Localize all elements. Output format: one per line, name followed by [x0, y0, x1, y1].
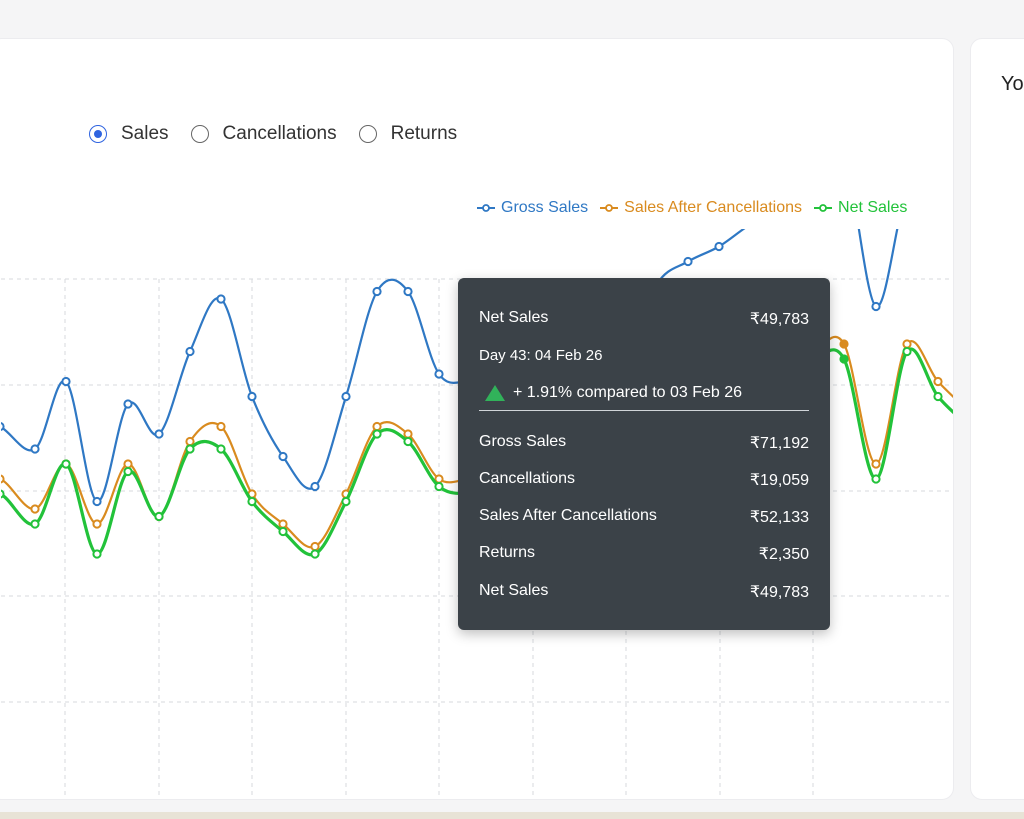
metric-radio-group: Sales Cancellations Returns — [89, 123, 479, 145]
bottom-bar — [0, 812, 1024, 819]
tooltip-row-label: Returns — [479, 544, 536, 561]
tooltip-header-label: Net Sales — [479, 309, 549, 326]
tooltip-row-returns: Returns ₹2,350 — [479, 544, 809, 564]
data-point[interactable] — [403, 429, 413, 439]
data-point[interactable] — [61, 459, 71, 469]
radio-cancellations[interactable]: Cancellations — [190, 123, 337, 145]
chart-legend: Gross Sales Sales After Cancellations Ne… — [477, 199, 919, 217]
tooltip-row-cancellations: Cancellations ₹19,059 — [479, 470, 809, 490]
tooltip-row-label: Cancellations — [479, 470, 576, 487]
data-point[interactable] — [871, 459, 881, 469]
data-point[interactable] — [902, 339, 912, 349]
data-point[interactable] — [185, 444, 195, 454]
chart-tooltip: Net Sales ₹49,783 Day 43: 04 Feb 26 + 1.… — [458, 278, 830, 630]
legend-sales-after-cancellations-label: Sales After Cancellations — [624, 199, 803, 216]
data-point[interactable] — [278, 519, 288, 529]
data-point[interactable] — [185, 346, 195, 357]
tooltip-row-gross-sales: Gross Sales ₹71,192 — [479, 433, 809, 453]
data-point[interactable] — [216, 444, 226, 454]
data-point[interactable] — [30, 444, 40, 454]
data-point[interactable] — [154, 429, 164, 439]
tooltip-row-value: ₹52,133 — [749, 509, 809, 526]
tooltip-row-sales-after-cancellations: Sales After Cancellations ₹52,133 — [479, 507, 809, 527]
data-point[interactable] — [123, 466, 133, 477]
data-point[interactable] — [372, 429, 382, 439]
data-point[interactable] — [30, 504, 40, 514]
data-point[interactable] — [30, 519, 40, 529]
tooltip-compare: + 1.91% compared to 03 Feb 26 — [485, 384, 742, 402]
tooltip-compare-text: + 1.91% compared to 03 Feb 26 — [513, 384, 743, 401]
data-point[interactable] — [310, 481, 320, 492]
data-point[interactable] — [310, 541, 320, 552]
tooltip-header: Net Sales ₹49,783 — [479, 309, 809, 329]
radio-returns-label: Returns — [390, 123, 458, 144]
data-point[interactable] — [341, 391, 351, 402]
data-point[interactable] — [341, 496, 351, 507]
tooltip-header-value: ₹49,783 — [749, 311, 809, 328]
data-point[interactable] — [1, 422, 5, 431]
legend-net-sales-swatch — [814, 204, 833, 212]
data-point[interactable] — [185, 436, 195, 447]
data-point[interactable] — [871, 301, 881, 312]
data-point[interactable] — [839, 339, 849, 349]
data-point[interactable] — [1, 489, 5, 499]
data-point[interactable] — [933, 376, 943, 387]
data-point[interactable] — [902, 346, 912, 357]
data-point[interactable] — [403, 436, 413, 447]
radio-cancellations-circle[interactable] — [190, 125, 209, 143]
radio-sales-circle[interactable] — [89, 125, 107, 143]
side-panel-card: Yo — [970, 38, 1024, 800]
data-point[interactable] — [403, 286, 413, 297]
legend-gross-sales-label: Gross Sales — [501, 199, 589, 216]
data-point[interactable] — [372, 286, 382, 297]
tooltip-divider — [479, 410, 809, 411]
data-point[interactable] — [310, 549, 320, 559]
data-point[interactable] — [247, 496, 257, 507]
data-point[interactable] — [434, 369, 444, 379]
radio-returns[interactable]: Returns — [358, 123, 458, 145]
tooltip-row-label: Sales After Cancellations — [479, 507, 657, 524]
tooltip-row-label: Net Sales — [479, 582, 549, 599]
trend-up-icon — [485, 385, 505, 401]
tooltip-row-value: ₹71,192 — [749, 435, 809, 452]
radio-sales-label: Sales — [121, 123, 169, 144]
tooltip-row-value: ₹49,783 — [749, 584, 809, 601]
data-point[interactable] — [123, 399, 133, 409]
data-point[interactable] — [216, 294, 226, 304]
radio-sales[interactable]: Sales — [89, 123, 169, 145]
radio-returns-circle[interactable] — [358, 125, 377, 143]
tooltip-row-value: ₹2,350 — [758, 546, 809, 563]
data-point[interactable] — [683, 256, 693, 267]
tooltip-row-label: Gross Sales — [479, 433, 567, 450]
side-panel-title: Yo — [1001, 73, 1024, 95]
radio-cancellations-label: Cancellations — [222, 123, 337, 144]
legend-sales-after-cancellations[interactable]: Sales After Cancellations — [600, 199, 802, 217]
legend-sales-after-cancellations-swatch — [600, 204, 619, 212]
data-point[interactable] — [871, 474, 881, 484]
data-point[interactable] — [92, 496, 102, 507]
data-point[interactable] — [839, 354, 849, 364]
data-point[interactable] — [123, 459, 133, 469]
legend-gross-sales-swatch — [477, 204, 495, 212]
data-point[interactable] — [434, 481, 444, 492]
data-point[interactable] — [216, 421, 226, 432]
data-point[interactable] — [154, 511, 164, 522]
data-point[interactable] — [933, 391, 943, 402]
data-point[interactable] — [1, 474, 5, 484]
data-point[interactable] — [278, 451, 288, 462]
data-point[interactable] — [714, 241, 724, 252]
tooltip-date: Day 43: 04 Feb 26 — [479, 347, 603, 364]
tooltip-row-net-sales: Net Sales ₹49,783 — [479, 582, 809, 602]
legend-gross-sales[interactable]: Gross Sales — [477, 199, 588, 217]
data-point[interactable] — [278, 526, 288, 537]
data-point[interactable] — [372, 421, 382, 432]
data-point[interactable] — [61, 376, 71, 387]
legend-net-sales-label: Net Sales — [838, 199, 908, 216]
data-point[interactable] — [92, 549, 102, 559]
data-point[interactable] — [92, 519, 102, 529]
legend-net-sales[interactable]: Net Sales — [814, 199, 907, 217]
tooltip-row-value: ₹19,059 — [749, 472, 809, 489]
data-point[interactable] — [247, 391, 257, 402]
